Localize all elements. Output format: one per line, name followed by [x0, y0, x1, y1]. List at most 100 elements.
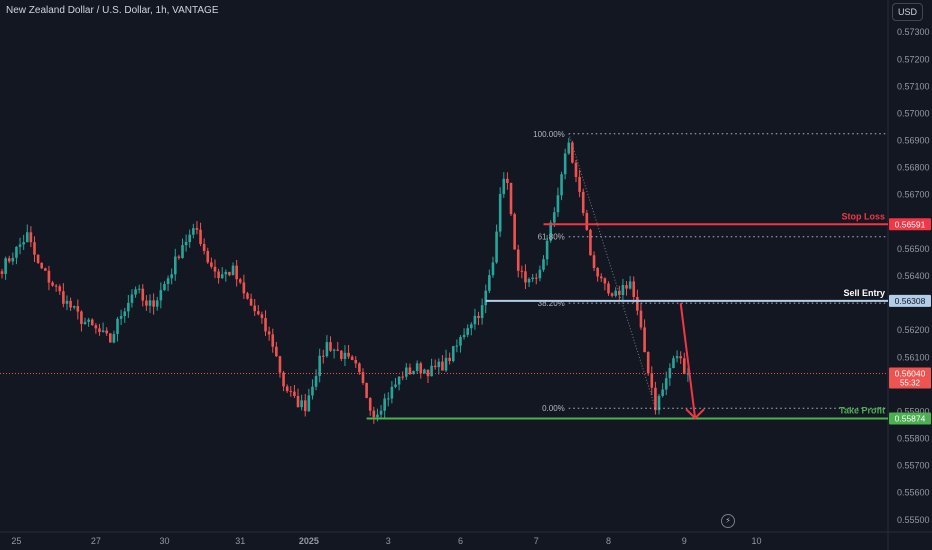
candle-body: [524, 271, 527, 283]
candle-body: [412, 370, 415, 375]
candle-body: [293, 391, 296, 397]
candle-body: [336, 349, 340, 351]
candle-body: [332, 349, 336, 351]
candle-body: [682, 358, 686, 374]
candle-body: [386, 398, 390, 400]
price-tick-label: 0.55900: [897, 406, 930, 416]
candle-body: [289, 391, 293, 393]
currency-button[interactable]: USD: [892, 3, 923, 21]
candle-body: [527, 279, 531, 283]
candle-body: [152, 300, 155, 307]
candle-body: [159, 290, 163, 301]
candle-body: [430, 365, 433, 377]
candle-body: [405, 367, 408, 377]
candle-body: [480, 305, 484, 319]
candle-body: [488, 275, 491, 291]
candle-body: [210, 262, 213, 267]
candle-body: [513, 214, 516, 250]
candle-body: [520, 270, 524, 272]
candle-body: [459, 337, 462, 346]
candle-body: [220, 274, 224, 279]
candle-body: [271, 334, 275, 347]
candle-body: [484, 290, 488, 306]
candle-body: [448, 357, 451, 362]
candle-body: [127, 302, 130, 312]
candle-body: [246, 293, 249, 299]
current-price-text: 0.56040: [895, 369, 926, 379]
candle-body: [25, 232, 29, 243]
candle-body: [87, 319, 90, 322]
candle-body: [235, 265, 238, 280]
candle-body: [376, 414, 379, 418]
price-tick-label: 0.55600: [897, 488, 930, 498]
candle-body: [47, 270, 51, 283]
candle-body: [148, 300, 152, 306]
candle-body: [170, 274, 173, 279]
candle-body: [29, 232, 33, 243]
candle-body: [599, 276, 603, 279]
candle-body: [549, 222, 553, 241]
candle-body: [76, 306, 80, 312]
candle-body: [437, 361, 441, 368]
price-tick-label: 0.55800: [897, 434, 930, 444]
candle-body: [408, 367, 412, 375]
projection-arrow-head: [685, 408, 705, 420]
candle-body: [542, 259, 545, 270]
candle-body: [257, 311, 260, 315]
candle-body: [206, 250, 210, 263]
candle-body: [109, 333, 112, 343]
candle-body: [188, 234, 192, 243]
candle-body: [134, 289, 137, 295]
candle-body: [213, 266, 217, 272]
candle-body: [314, 375, 318, 387]
candle-body: [260, 314, 264, 319]
candle-body: [54, 285, 58, 287]
candle-body: [123, 311, 127, 316]
candle-body: [477, 315, 480, 319]
candle-body: [574, 162, 578, 177]
candle-body: [379, 410, 383, 415]
take-profit-price-text: 0.55874: [895, 413, 926, 423]
candle-body: [285, 386, 289, 392]
candle-body: [581, 191, 585, 213]
candle-body: [672, 358, 675, 369]
candle-body: [105, 330, 108, 334]
candle-body: [94, 325, 98, 329]
candle-body: [657, 395, 661, 411]
lightning-bolt-icon[interactable]: ⚡: [721, 514, 735, 528]
stop-loss-label: Stop Loss: [841, 211, 885, 221]
candle-body: [119, 315, 123, 319]
candle-body: [303, 400, 307, 412]
take-profit-price-tag: [889, 412, 931, 425]
candle-body: [166, 278, 170, 285]
candle-body: [7, 258, 11, 262]
candle-body: [358, 363, 361, 373]
candle-body: [426, 369, 430, 377]
candle-body: [372, 410, 376, 418]
candle-body: [578, 176, 581, 192]
candle-body: [98, 328, 101, 332]
candle-body: [567, 142, 571, 154]
candle-body: [192, 228, 195, 235]
bar-countdown-text: 55:32: [900, 379, 921, 388]
candle-body: [368, 397, 372, 411]
candle-body: [130, 294, 134, 303]
current-price-tag: [889, 367, 931, 389]
candle-body: [610, 293, 614, 296]
candle-body: [44, 268, 47, 271]
candle-body: [231, 265, 235, 276]
price-tick-label: 0.57200: [897, 54, 930, 64]
symbol-title: New Zealand Dollar / U.S. Dollar, 1h, VA…: [6, 5, 219, 16]
candle-body: [137, 288, 141, 290]
candle-body: [321, 355, 325, 357]
candle-body: [509, 182, 513, 215]
candle-body: [556, 195, 560, 213]
candle-body: [184, 242, 188, 246]
candle-body: [15, 246, 18, 258]
candle-body: [199, 229, 202, 244]
candle-body: [181, 245, 184, 258]
candle-body: [585, 212, 589, 230]
candle-body: [62, 291, 65, 304]
